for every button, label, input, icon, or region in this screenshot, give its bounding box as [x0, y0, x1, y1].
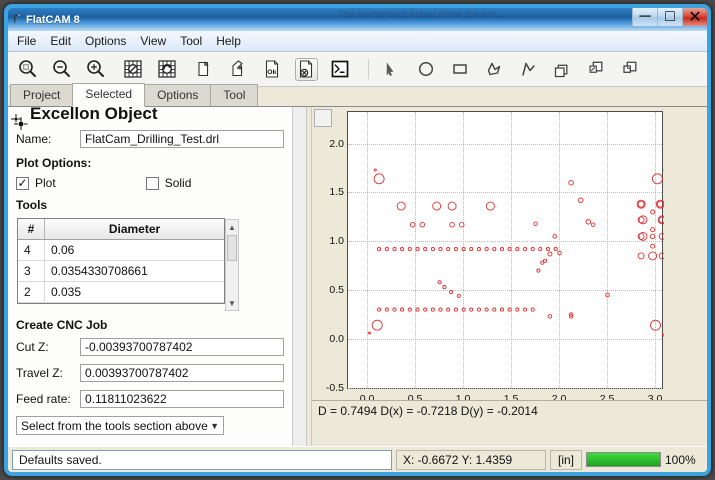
svg-text:Ok: Ok [267, 69, 276, 76]
